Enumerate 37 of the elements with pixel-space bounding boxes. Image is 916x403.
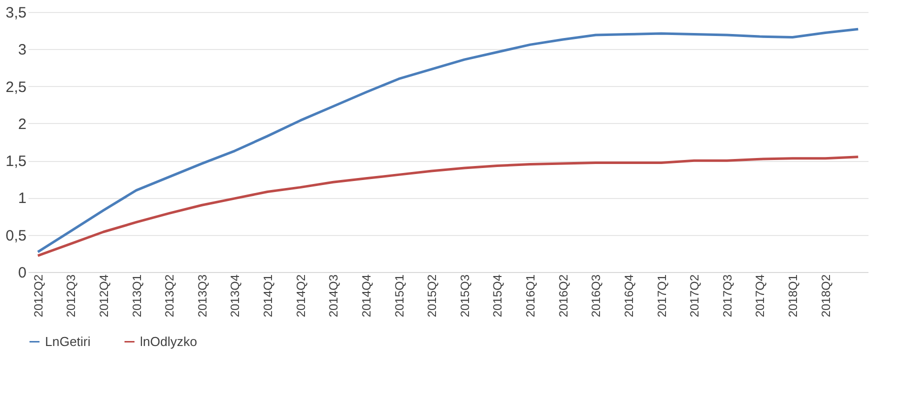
x-tick-label: 2014Q1 [261,274,276,318]
y-tick-label: 3,5 [6,4,26,22]
x-tick-label: 2017Q4 [753,274,768,318]
x-tick-label: 2018Q1 [786,274,800,318]
x-tick-label: 2012Q4 [96,274,111,318]
x-tick-label: 2017Q2 [688,274,702,318]
x-tick-label: 2014Q3 [326,274,341,318]
x-tick-label: 2016Q4 [622,274,636,318]
x-tick-label: 2015Q1 [392,274,406,318]
x-tick-label: 2012Q3 [64,274,78,318]
x-tick-label: 2013Q2 [162,274,177,318]
x-tick-label: 2017Q3 [720,274,734,318]
x-tick-label: 2015Q2 [425,274,440,318]
y-tick-label: 1,5 [6,153,26,170]
x-tick-label: 2018Q2 [818,274,833,318]
x-tick-label: 2016Q2 [556,274,570,318]
x-tick-label: 2015Q4 [490,274,505,318]
x-tick-label: 2014Q4 [359,274,374,318]
y-tick-label: 1 [18,190,26,208]
x-tick-label: 2016Q3 [589,274,604,318]
x-tick-label: 2013Q4 [228,274,242,318]
line-series [36,28,860,254]
legend-label: LnGetiri [45,334,91,349]
x-tick-label: 2017Q1 [654,274,669,318]
y-tick-label: 2,5 [6,78,26,96]
x-tick-label: 2013Q3 [195,274,210,318]
y-tick-label: 3 [18,42,26,59]
x-tick-label: 2015Q3 [458,274,472,318]
legend-label: lnOdlyzko [140,334,198,349]
y-tick-label: 2 [18,116,26,133]
y-tick-label: 0 [18,264,26,282]
line-series [36,156,860,257]
x-tick-label: 2012Q2 [31,274,46,318]
y-tick-label: 0,5 [6,227,26,244]
x-tick-label: 2016Q1 [524,274,538,318]
x-tick-label: 2014Q2 [294,274,308,318]
x-tick-label: 2013Q1 [130,274,144,318]
